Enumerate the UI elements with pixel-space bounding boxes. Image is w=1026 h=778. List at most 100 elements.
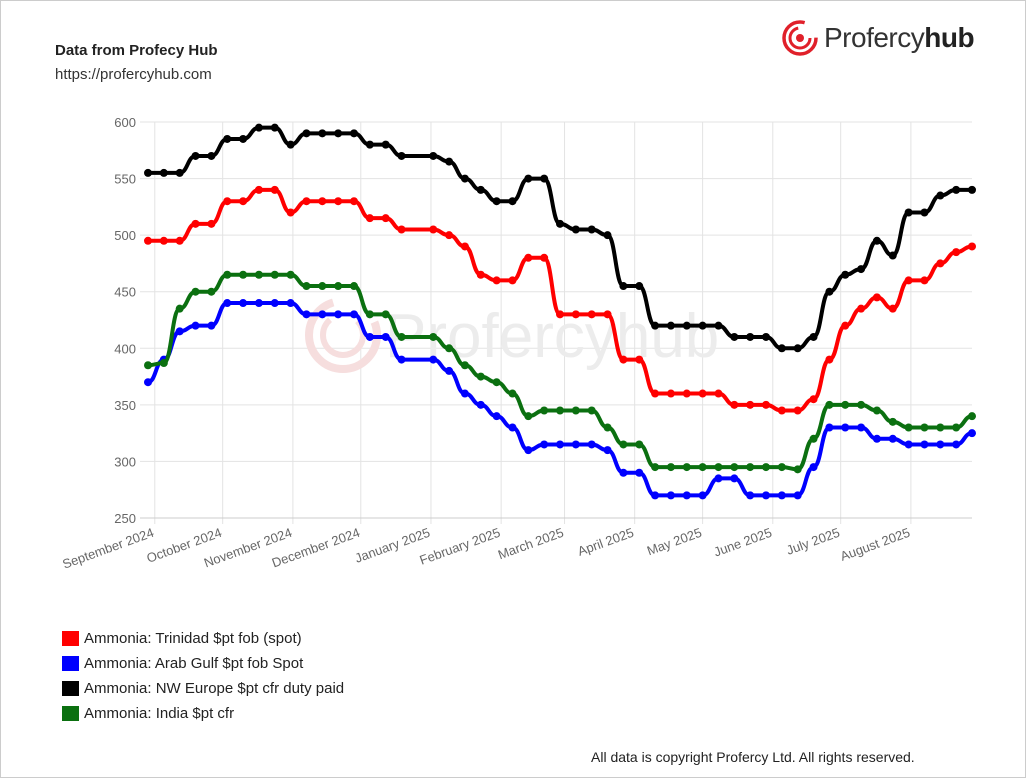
line-chart: Profercyhub 250 300 350 400 450 500 550 600 Sept…: [60, 115, 976, 572]
series-group: [144, 123, 976, 500]
data-point: [841, 400, 850, 409]
data-point: [556, 310, 564, 319]
data-point: [318, 129, 327, 138]
data-point: [571, 406, 580, 415]
legend-item-trinidad[interactable]: Ammonia: Trinidad $pt fob (spot): [62, 626, 344, 651]
legend: Ammonia: Trinidad $pt fob (spot) Ammonia…: [62, 626, 344, 726]
data-point: [587, 440, 596, 449]
data-point: [318, 197, 327, 206]
legend-item-arab-gulf[interactable]: Ammonia: Arab Gulf $pt fob Spot: [62, 651, 344, 676]
data-point: [793, 491, 802, 500]
data-point: [540, 440, 549, 449]
data-point: [365, 310, 374, 319]
data-point: [968, 185, 976, 194]
data-point: [381, 332, 390, 341]
data-point: [762, 400, 770, 409]
data-point: [159, 168, 168, 177]
data-point: [524, 253, 533, 262]
data-point: [445, 344, 454, 353]
data-point: [888, 304, 897, 313]
watermark-text: Profercyhub: [385, 302, 719, 371]
data-point: [381, 214, 390, 223]
x-tick-label: February 2025: [418, 525, 503, 568]
data-point: [144, 378, 152, 387]
data-point: [793, 344, 802, 353]
data-point: [587, 225, 596, 234]
data-point: [239, 197, 248, 206]
data-point: [762, 332, 770, 341]
x-tick-label: September 2024: [60, 525, 155, 572]
data-point: [556, 440, 564, 449]
legend-label: Ammonia: Trinidad $pt fob (spot): [84, 630, 302, 647]
data-point: [920, 276, 929, 285]
logo-text: Profercyhub: [824, 22, 975, 54]
data-point: [888, 251, 897, 260]
data-point: [603, 310, 612, 319]
data-point: [888, 434, 897, 443]
data-point: [666, 463, 675, 472]
data-point: [698, 463, 707, 472]
data-point: [144, 361, 152, 370]
data-point: [207, 287, 216, 296]
data-point: [904, 440, 913, 449]
data-point: [254, 270, 263, 279]
data-point: [223, 197, 232, 206]
legend-label: Ammonia: Arab Gulf $pt fob Spot: [84, 655, 304, 672]
data-point: [302, 282, 311, 291]
y-tick-label: 350: [114, 398, 136, 413]
data-point: [635, 355, 644, 364]
data-point: [730, 474, 739, 483]
data-point: [809, 463, 818, 472]
data-point: [524, 412, 533, 421]
data-point: [476, 372, 485, 381]
data-point: [191, 287, 200, 296]
data-point: [936, 423, 945, 432]
data-point: [286, 140, 295, 149]
data-point: [270, 270, 279, 279]
data-point: [682, 491, 691, 500]
series-line: [147, 187, 973, 413]
x-tick-label: July 2025: [784, 525, 841, 558]
data-point: [968, 412, 976, 421]
data-point: [191, 219, 200, 228]
data-point: [492, 378, 501, 387]
data-point: [460, 361, 469, 370]
data-point: [920, 208, 929, 217]
data-point: [175, 304, 184, 313]
data-point: [508, 276, 517, 285]
data-point: [492, 197, 501, 206]
data-point: [682, 321, 691, 330]
data-point: [635, 468, 644, 477]
data-point: [730, 332, 739, 341]
data-point: [334, 282, 343, 291]
data-point: [286, 208, 295, 217]
data-point: [270, 123, 279, 132]
data-point: [619, 440, 628, 449]
x-tick-label: May 2025: [645, 525, 704, 559]
source-url: https://profercyhub.com: [55, 66, 212, 83]
data-point: [587, 310, 596, 319]
profercy-logo: Profercyhub: [782, 20, 975, 56]
data-point: [936, 440, 945, 449]
data-point: [460, 242, 469, 251]
data-point: [762, 491, 770, 500]
data-point: [809, 434, 818, 443]
data-point: [872, 236, 881, 245]
data-point: [144, 236, 152, 245]
data-point: [793, 406, 802, 415]
data-point: [952, 423, 961, 432]
data-point: [682, 463, 691, 472]
legend-item-india[interactable]: Ammonia: India $pt cfr: [62, 701, 344, 726]
data-point: [508, 389, 517, 398]
data-point: [191, 151, 200, 160]
data-point: [809, 332, 818, 341]
legend-item-nw-europe[interactable]: Ammonia: NW Europe $pt cfr duty paid: [62, 676, 344, 701]
data-point: [666, 389, 675, 398]
data-point: [825, 423, 834, 432]
x-tick-label: March 2025: [496, 525, 566, 563]
watermark: Profercyhub: [305, 297, 719, 373]
data-point: [746, 400, 755, 409]
x-tick-label: April 2025: [576, 525, 636, 559]
data-point: [888, 417, 897, 426]
legend-swatch: [62, 631, 79, 646]
